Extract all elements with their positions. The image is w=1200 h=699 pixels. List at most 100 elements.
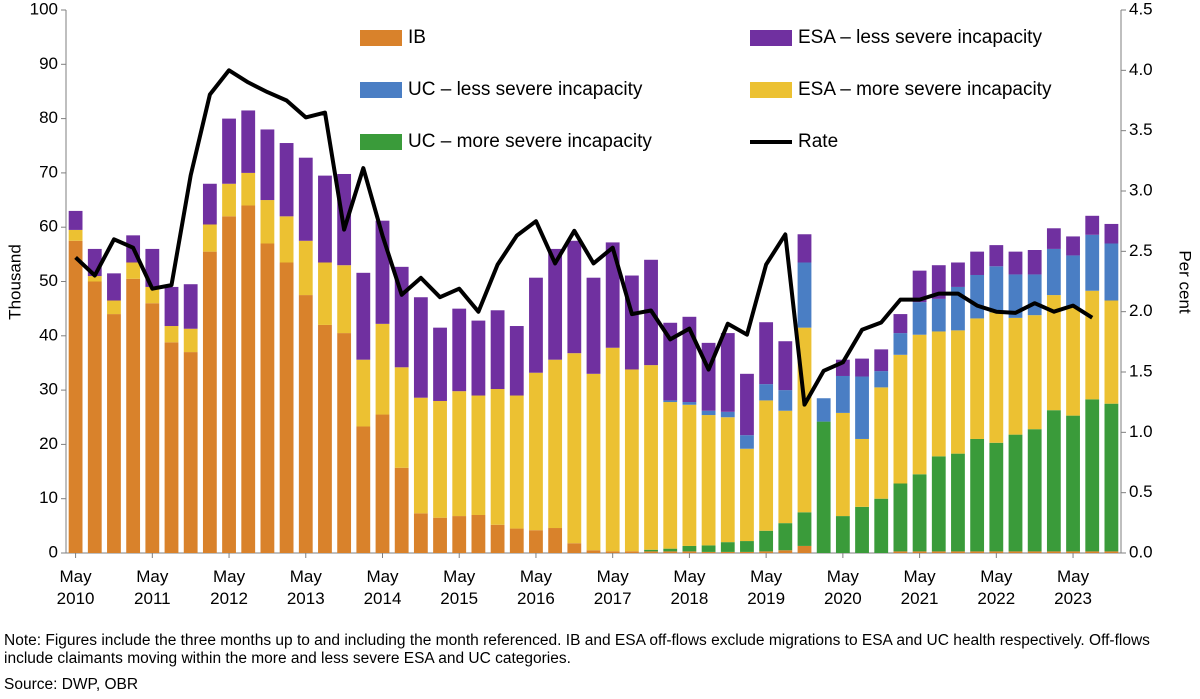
bar-segment: [1008, 274, 1023, 318]
bar-segment: [605, 551, 620, 553]
bar-segment: [1046, 248, 1061, 296]
bar-segment: [1027, 551, 1042, 553]
legend-label: UC – less severe incapacity: [408, 79, 643, 100]
bar-segment: [279, 262, 294, 553]
x-tick-label: May 2016: [517, 567, 555, 608]
x-tick-label: May 2014: [363, 567, 402, 608]
bar-segment: [337, 265, 352, 334]
bar-segment: [701, 410, 716, 416]
bar-segment: [337, 333, 352, 553]
bar-segment: [720, 333, 735, 412]
bar-segment: [778, 390, 793, 411]
bar-segment: [509, 326, 524, 396]
bar-segment: [490, 310, 505, 390]
y2-tick-label: 4.0: [1129, 60, 1153, 79]
bar-segment: [624, 369, 639, 552]
y2-tick-label: 2.5: [1129, 241, 1153, 260]
bar-segment: [605, 242, 620, 348]
y-tick-label: 40: [39, 325, 58, 344]
bar-segment: [1046, 295, 1061, 411]
bar-segment: [720, 417, 735, 543]
x-tick-label: May 2015: [440, 567, 479, 608]
bar-segment: [778, 410, 793, 524]
bar-segment: [624, 551, 639, 553]
bar-segment: [893, 333, 908, 355]
bar-segment: [164, 326, 179, 343]
bar-segment: [471, 395, 486, 515]
bar-segment: [260, 129, 275, 201]
bar-segment: [855, 506, 869, 553]
bar-segment: [241, 110, 256, 173]
bar-segment: [663, 551, 678, 553]
bar-segment: [682, 545, 697, 552]
rate-line: [74, 68, 1094, 407]
bar-segment: [586, 277, 601, 374]
bar-segment: [682, 404, 697, 546]
bar-segment: [375, 414, 390, 553]
bar-segment: [222, 183, 236, 217]
y-tick-label: 50: [39, 271, 58, 290]
bar-segment: [931, 298, 946, 332]
bar-segment: [413, 513, 428, 553]
bar-segment: [1066, 255, 1080, 308]
x-tick-label: May 2019: [747, 567, 786, 608]
bar-segment: [1066, 307, 1080, 416]
bar-segment: [394, 367, 409, 468]
bar-segment: [663, 548, 678, 552]
bar-segment: [509, 395, 524, 529]
bar-segment: [548, 359, 563, 529]
bar-segment: [260, 243, 275, 554]
bar-segment: [1008, 551, 1023, 553]
y-tick-label: 10: [39, 488, 58, 507]
bar-segment: [931, 331, 946, 457]
bar-segment: [816, 398, 831, 422]
bar-segment: [970, 251, 985, 275]
bar-segment: [241, 172, 256, 206]
x-tick-label: May 2021: [900, 567, 939, 608]
bar-segment: [989, 312, 1004, 443]
bar-segment: [874, 349, 889, 372]
bar-segment: [720, 551, 735, 553]
bar-segment: [413, 397, 428, 514]
bar-segment: [1104, 223, 1119, 244]
bar-segment: [1066, 236, 1080, 256]
bar-segment: [624, 275, 639, 370]
bar-segment: [951, 453, 965, 552]
bar-segment: [356, 272, 371, 360]
bar-segment: [452, 516, 467, 553]
bar-segment: [1085, 551, 1100, 553]
legend-label: Rate: [798, 131, 838, 152]
y2-tick-label: 3.5: [1129, 120, 1153, 139]
bar-segment: [912, 334, 927, 475]
bar-segment: [1104, 300, 1119, 404]
bar-segment: [452, 308, 467, 392]
bar-segment: [164, 286, 179, 327]
bar-segment: [1008, 251, 1023, 275]
legend-label: IB: [408, 27, 426, 48]
bar-segment: [452, 391, 467, 517]
x-tick-label: May 2017: [593, 567, 632, 608]
bar-segment: [970, 438, 985, 552]
bar-segment: [298, 157, 313, 241]
bar-segment: [279, 216, 294, 263]
bar-segment: [989, 245, 1004, 267]
bar-segment: [1027, 429, 1042, 552]
source: Source: DWP, OBR: [4, 676, 139, 693]
y-tick-label: 70: [39, 162, 58, 181]
bar-segment: [1046, 228, 1061, 249]
bar-segment: [318, 175, 332, 263]
bar-segment: [644, 365, 658, 550]
bar-segment: [720, 542, 735, 552]
bar-segment: [107, 300, 121, 315]
bar-segment: [644, 551, 658, 553]
bar-segment: [740, 435, 754, 449]
x-tick-label: May 2010: [56, 567, 95, 608]
y2-axis-label: Per cent: [1176, 250, 1195, 314]
bar-segment: [548, 248, 563, 360]
bar-segment: [951, 330, 965, 454]
bar-segment: [279, 143, 294, 217]
bar-segment: [241, 205, 256, 554]
y-tick-label: 80: [39, 108, 58, 127]
y-tick-label: 0: [49, 542, 58, 561]
